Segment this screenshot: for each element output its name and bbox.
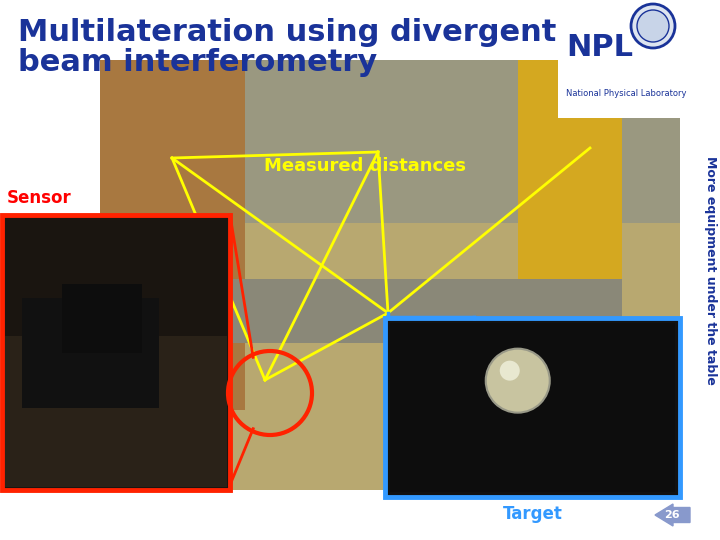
Bar: [100, 224, 680, 490]
Circle shape: [486, 349, 550, 413]
Bar: [390, 323, 675, 492]
Text: 26: 26: [664, 510, 680, 520]
Bar: [100, 60, 680, 490]
Text: Target: Target: [503, 505, 562, 523]
Text: National Physical Laboratory: National Physical Laboratory: [566, 89, 686, 98]
Circle shape: [637, 10, 669, 42]
FancyArrow shape: [655, 504, 690, 526]
Bar: [2, 215, 230, 490]
Text: Measured distances: Measured distances: [264, 157, 466, 175]
Text: More equipment under the table: More equipment under the table: [703, 156, 716, 384]
Bar: [100, 60, 245, 410]
Bar: [558, 8, 693, 118]
Bar: [22, 298, 159, 408]
Circle shape: [631, 4, 675, 48]
Bar: [158, 279, 622, 343]
Text: beam interferometry: beam interferometry: [18, 48, 377, 77]
Bar: [5, 336, 227, 487]
Bar: [385, 318, 680, 497]
Bar: [518, 60, 622, 383]
Circle shape: [500, 361, 520, 381]
Text: NPL: NPL: [566, 33, 633, 62]
Text: Sensor: Sensor: [7, 189, 72, 207]
Bar: [62, 284, 142, 353]
Bar: [100, 60, 680, 224]
Text: Multilateration using divergent: Multilateration using divergent: [18, 18, 557, 47]
